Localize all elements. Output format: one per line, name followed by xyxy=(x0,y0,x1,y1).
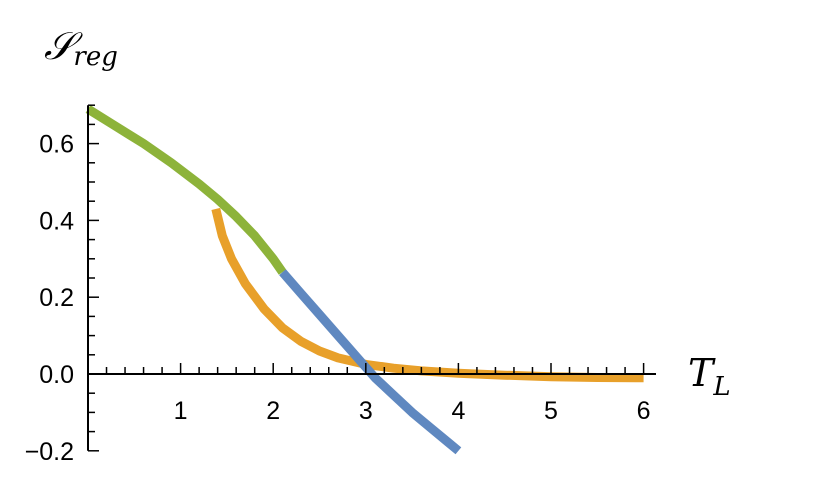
x-tick-label: 3 xyxy=(359,397,373,425)
y-tick-label: 0.0 xyxy=(39,361,74,389)
y-tick-label: 0.4 xyxy=(39,207,74,235)
y-tick-label: 0.6 xyxy=(39,131,74,159)
x-axis-title: TL xyxy=(688,351,731,402)
x-tick-label: 2 xyxy=(266,397,280,425)
x-tick-label: 5 xyxy=(544,397,558,425)
x-tick-label: 4 xyxy=(451,397,465,425)
ticks xyxy=(88,104,645,452)
y-tick-label: 0.2 xyxy=(39,284,74,312)
series-line-1 xyxy=(211,207,644,383)
y-axis-title: 𝒮reg xyxy=(44,24,118,72)
series-layer xyxy=(85,105,644,455)
y-tick-label: −0.2 xyxy=(25,438,74,466)
tick-labels: 1 2 3 4 5 6 −0.2 0.0 0.2 0.4 0.6 xyxy=(25,131,651,466)
x-tick-label: 1 xyxy=(174,397,188,425)
x-tick-label: 6 xyxy=(637,397,651,425)
series-line-2 xyxy=(279,269,462,455)
series-line-0 xyxy=(85,105,287,275)
